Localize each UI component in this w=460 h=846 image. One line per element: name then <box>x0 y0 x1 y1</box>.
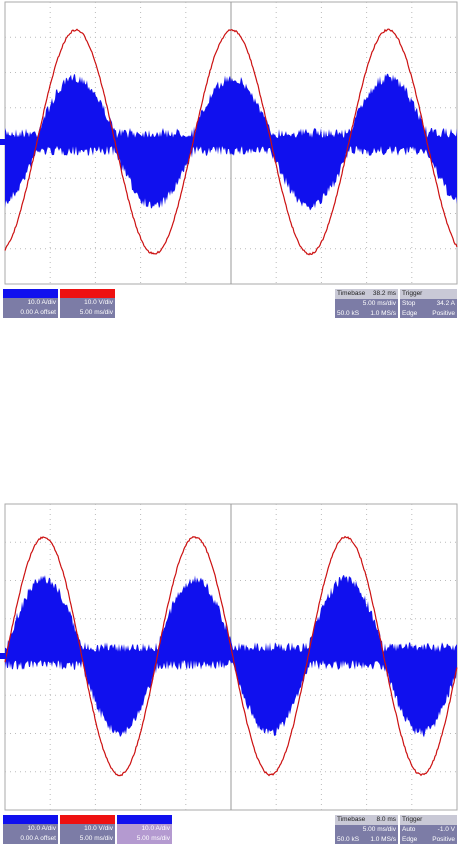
channel-box: 10.0 A/div 0.00 A offset <box>3 289 58 318</box>
channel-header <box>3 289 58 298</box>
trigger-setting: Edge <box>402 310 418 317</box>
channel-box: 10.0 V/div 5.00 ms/div <box>60 815 115 844</box>
trigger-box: Trigger Auto -1.0 V Edge Positive <box>400 815 457 844</box>
timebase-setting: 5.00 ms/div <box>362 300 396 307</box>
trigger-label: Trigger <box>402 816 423 823</box>
channel-box: 10.0 A/div 0.00 A offset <box>3 815 58 844</box>
channel-setting: 5.00 ms/div <box>79 309 113 316</box>
channel-box: 10.0 A/div 5.00 ms/div <box>117 815 172 844</box>
channel-header <box>117 815 172 824</box>
channel-setting: 10.0 A/div <box>27 299 56 306</box>
timebase-setting: 1.0 MS/s <box>370 310 396 317</box>
timebase-setting: 50.0 kS <box>337 310 360 317</box>
channel-setting: 10.0 A/div <box>27 825 56 832</box>
trigger-setting: Edge <box>402 836 418 843</box>
channel-setting: 10.0 V/div <box>84 299 113 306</box>
channel-box: 10.0 V/div 5.00 ms/div <box>60 289 115 318</box>
channel-header <box>60 289 115 298</box>
current-waveform <box>5 575 457 738</box>
trigger-box: Trigger Stop 34.2 A Edge Positive <box>400 289 457 318</box>
trigger-setting: Positive <box>432 836 455 843</box>
timebase-row: 5.00 ms/div <box>335 299 398 309</box>
trigger-setting: Positive <box>432 310 455 317</box>
timebase-value: 38.2 ms <box>372 290 396 297</box>
timebase-label: Timebase <box>337 290 366 297</box>
timebase-setting: 50.0 kS <box>337 836 360 843</box>
channel-header <box>60 815 115 824</box>
trigger-row: Auto -1.0 V <box>400 825 457 835</box>
trigger-header: Trigger <box>400 815 457 825</box>
timebase-row: 50.0 kS 1.0 MS/s <box>335 309 398 319</box>
trigger-row: Edge Positive <box>400 309 457 319</box>
trigger-setting: Auto <box>402 826 416 833</box>
status-bar: 10.0 A/div 0.00 A offset 10.0 V/div 5.00 ms… <box>0 289 460 319</box>
timebase-box: Timebase 8.0 ms 5.00 ms/div 50.0 kS 1.0 MS/s <box>335 815 398 844</box>
timebase-box: Timebase 38.2 ms 5.00 ms/div 50.0 kS 1.0 MS/… <box>335 289 398 318</box>
trigger-row: Edge Positive <box>400 835 457 845</box>
channel-setting: 0.00 A offset <box>20 309 56 316</box>
trigger-setting: Stop <box>402 300 416 307</box>
timebase-header: Timebase 8.0 ms <box>335 815 398 825</box>
timebase-row: 50.0 kS 1.0 MS/s <box>335 835 398 845</box>
status-bar: 10.0 A/div 0.00 A offset 10.0 V/div 5.00 ms… <box>0 815 460 845</box>
trigger-label: Trigger <box>402 290 423 297</box>
voltage-waveform <box>4 28 458 256</box>
trigger-header: Trigger <box>400 289 457 299</box>
trigger-row: Stop 34.2 A <box>400 299 457 309</box>
ground-marker <box>0 653 6 659</box>
channel-setting: 10.0 V/div <box>84 825 113 832</box>
current-waveform <box>5 73 457 211</box>
scope-screen <box>0 503 458 811</box>
timebase-label: Timebase <box>337 816 366 823</box>
scope-screen <box>0 1 458 285</box>
trigger-setting: -1.0 V <box>437 826 455 833</box>
timebase-value: 8.0 ms <box>376 816 396 823</box>
channel-setting: 5.00 ms/div <box>136 835 170 842</box>
channel-header <box>3 815 58 824</box>
voltage-waveform <box>4 535 458 777</box>
ground-marker <box>0 139 6 145</box>
timebase-setting: 1.0 MS/s <box>370 836 396 843</box>
trigger-setting: 34.2 A <box>436 300 455 307</box>
channel-setting: 0.00 A offset <box>20 835 56 842</box>
channel-setting: 10.0 A/div <box>141 825 170 832</box>
timebase-setting: 5.00 ms/div <box>362 826 396 833</box>
timebase-header: Timebase 38.2 ms <box>335 289 398 299</box>
timebase-row: 5.00 ms/div <box>335 825 398 835</box>
channel-setting: 5.00 ms/div <box>79 835 113 842</box>
